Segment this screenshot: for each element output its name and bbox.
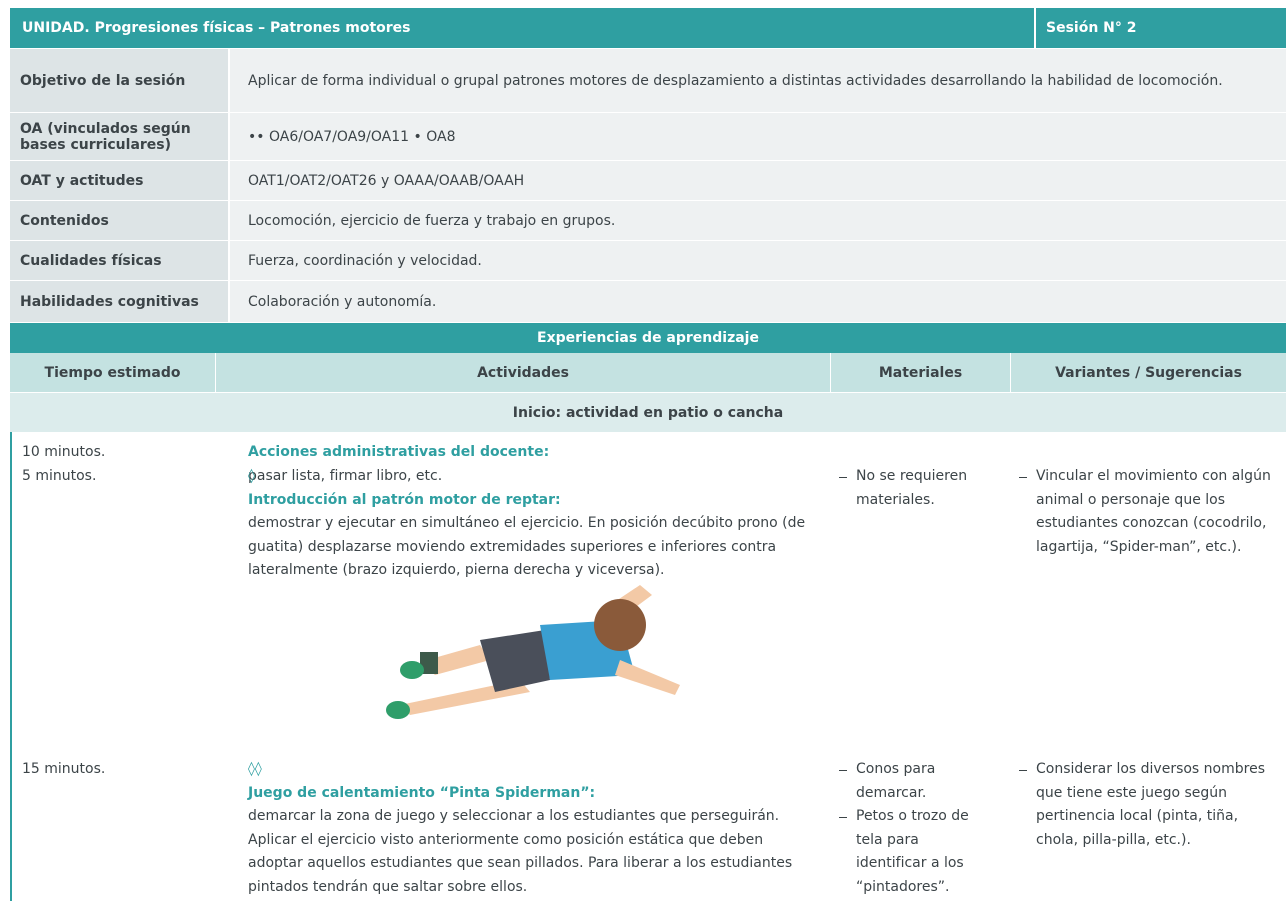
sock (420, 652, 438, 674)
info-label: Cualidades físicas (10, 241, 228, 280)
column-header: Materiales (831, 353, 1010, 392)
header-bar: UNIDAD. Progresiones físicas – Patrones … (10, 8, 1286, 48)
info-label: OA (vinculados según bases curriculares) (10, 113, 228, 160)
hair (594, 599, 646, 651)
info-value: •• OA6/OA7/OA9/OA11 • OA8 (230, 113, 1286, 160)
dash (839, 817, 847, 818)
material-item: Conos para demarcar. (836, 758, 986, 805)
info-value: Fuerza, coordinación y velocidad. (230, 241, 1286, 280)
shoe (386, 701, 410, 719)
shorts (480, 630, 550, 692)
info-label: OAT y actitudes (10, 161, 228, 200)
time: 5 minutos. (22, 468, 97, 484)
unit-title: UNIDAD. Progresiones físicas – Patrones … (22, 20, 411, 36)
column-header: Actividades (216, 353, 830, 392)
activity-text: demarcar la zona de juego y seleccionar … (248, 808, 793, 895)
materials: No se requieren materiales. (836, 465, 986, 615)
activity-text: demostrar y ejecutar en simultáneo el ej… (248, 515, 806, 578)
crawling-child-illustration (386, 585, 680, 719)
variant-item: Vincular el movimiento con algún animal … (1016, 465, 1276, 559)
info-label: Habilidades cognitivas (10, 281, 228, 322)
variants: Considerar los diversos nombres que tien… (1016, 758, 1276, 918)
marker: ◊◊ (248, 761, 262, 777)
section-title: Experiencias de aprendizaje (10, 323, 1286, 353)
column-header: Variantes / Sugerencias (1011, 353, 1286, 392)
left-border (10, 432, 12, 901)
activity-text: pasar lista, firmar libro, etc. (248, 467, 443, 484)
time: 15 minutos. (22, 761, 106, 777)
info-label: Contenidos (10, 201, 228, 240)
info-value: Aplicar de forma individual o grupal pat… (230, 49, 1286, 112)
variant-item: Considerar los diversos nombres que tien… (1016, 758, 1276, 852)
material-item: No se requieren materiales. (836, 465, 986, 512)
dash (839, 477, 847, 478)
time: 10 minutos. (22, 444, 106, 460)
session: Sesión N° 2 (1034, 8, 1286, 48)
materials: Conos para demarcar. Petos o trozo de tel… (836, 758, 986, 908)
shoe (400, 661, 424, 679)
dash (1019, 770, 1027, 771)
activity: Acciones administrativas del docente: pa… (248, 441, 808, 591)
activity: ◊ Introducción al patrón motor de reptar… (248, 465, 808, 615)
dash (839, 770, 847, 771)
activity-title: Introducción al patrón motor de reptar: (248, 491, 561, 508)
phase: Inicio: actividad en patio o cancha (10, 393, 1286, 432)
activity-title: Acciones administrativas del docente: (248, 444, 550, 460)
info-label: Objetivo de la sesión (10, 49, 228, 112)
dash (1019, 477, 1027, 478)
material-item: Petos o trozo de tela para identificar a… (836, 805, 986, 899)
info-value: OAT1/OAT2/OAT26 y OAAA/OAAB/OAAH (230, 161, 1286, 200)
activity-title: Juego de calentamiento “Pinta Spiderman”… (248, 784, 596, 801)
arm-front (615, 660, 680, 695)
info-value: Colaboración y autonomía. (230, 281, 1286, 322)
variants: Vincular el movimiento con algún animal … (1016, 465, 1276, 625)
column-header: Tiempo estimado (10, 353, 215, 392)
marker: ◊ (248, 468, 255, 484)
info-value: Locomoción, ejercicio de fuerza y trabaj… (230, 201, 1286, 240)
activity: ◊◊ Juego de calentamiento “Pinta Spiderm… (248, 758, 808, 908)
